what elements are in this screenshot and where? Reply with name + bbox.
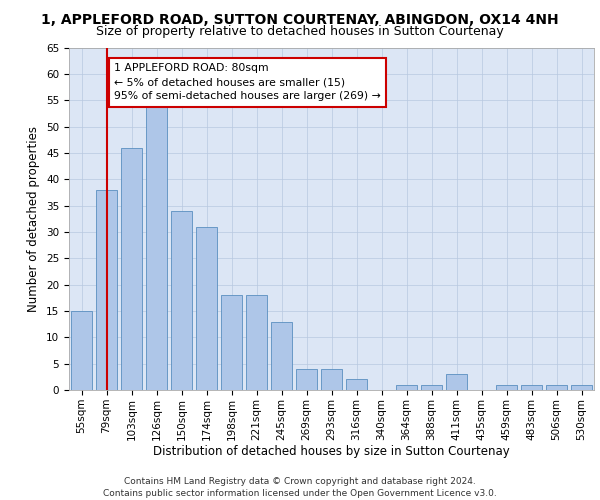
Bar [71, 311, 92, 390]
X-axis label: Distribution of detached houses by size in Sutton Courtenay: Distribution of detached houses by size … [153, 446, 510, 458]
Bar [171, 211, 192, 390]
Bar [246, 295, 267, 390]
Text: 1 APPLEFORD ROAD: 80sqm
← 5% of detached houses are smaller (15)
95% of semi-det: 1 APPLEFORD ROAD: 80sqm ← 5% of detached… [114, 64, 381, 102]
Bar [296, 369, 317, 390]
Bar [196, 226, 217, 390]
Text: Contains HM Land Registry data © Crown copyright and database right 2024.
Contai: Contains HM Land Registry data © Crown c… [103, 476, 497, 498]
Text: Size of property relative to detached houses in Sutton Courtenay: Size of property relative to detached ho… [96, 25, 504, 38]
Bar [221, 295, 242, 390]
Bar [146, 106, 167, 390]
Bar [396, 384, 417, 390]
Text: 1, APPLEFORD ROAD, SUTTON COURTENAY, ABINGDON, OX14 4NH: 1, APPLEFORD ROAD, SUTTON COURTENAY, ABI… [41, 12, 559, 26]
Bar [121, 148, 142, 390]
Y-axis label: Number of detached properties: Number of detached properties [28, 126, 40, 312]
Bar [271, 322, 292, 390]
Bar [546, 384, 567, 390]
Bar [571, 384, 592, 390]
Bar [346, 380, 367, 390]
Bar [421, 384, 442, 390]
Bar [521, 384, 542, 390]
Bar [446, 374, 467, 390]
Bar [321, 369, 342, 390]
Bar [496, 384, 517, 390]
Bar [96, 190, 117, 390]
